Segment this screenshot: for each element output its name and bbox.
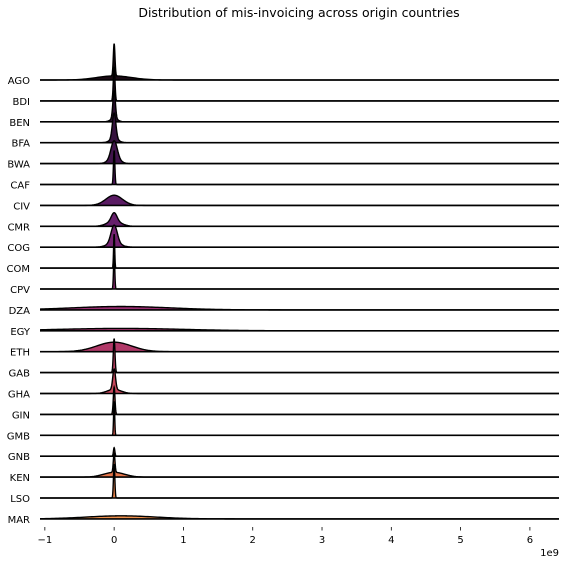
row-label-egy: EGY [10,327,31,338]
row-label-gmb: GMB [7,431,30,442]
ridge-eth: ETH [10,341,559,359]
ridge-cog: COG [7,224,559,254]
ridge-outline-ben [40,89,559,123]
row-label-lso: LSO [10,494,30,505]
row-label-caf: CAF [10,181,30,192]
row-label-gin: GIN [12,410,30,421]
ridge-outline-bfa [40,112,559,144]
ridge-area-lso [40,464,559,498]
ridge-cpv: CPV [10,254,559,296]
ridge-area-ago [40,43,559,80]
ridge-area-bdi [40,66,559,101]
row-label-ken: KEN [10,473,30,484]
x-tick-label: −1 [37,535,52,546]
ridge-area-gnb [40,447,559,457]
x-axis-scale-label: 1e9 [540,548,559,559]
row-label-ago: AGO [8,76,30,87]
ridge-area-ken [40,453,559,478]
ridge-ben: BEN [9,89,559,129]
row-label-com: COM [7,264,30,275]
row-label-gab: GAB [9,369,31,380]
x-tick-label: 2 [250,535,256,546]
row-label-eth: ETH [10,348,30,359]
row-label-ben: BEN [9,118,30,129]
row-label-bfa: BFA [11,139,30,150]
ridge-area-gmb [40,401,559,436]
ridge-area-ben [40,91,559,122]
row-label-mar: MAR [8,515,30,526]
ridge-area-eth [40,342,559,352]
ridge-lso: LSO [10,463,559,505]
ridges-group: AGO BDI BEN BFA BWA CAF CIV CMR COG COM CPV DZA EGY E… [7,43,559,526]
ridge-gin: GIN [12,384,559,421]
row-label-cog: COG [7,243,30,254]
ridge-bdi: BDI [12,66,559,108]
row-label-cmr: CMR [7,222,30,233]
ridge-outline-ago [40,43,559,81]
ridge-gmb: GMB [7,401,559,442]
ridge-egy: EGY [10,327,559,338]
ridge-outline-lso [40,463,559,499]
ridge-bfa: BFA [11,112,559,150]
ridge-dza: DZA [9,305,559,317]
row-label-gha: GHA [8,390,30,401]
ridge-area-dza [40,306,559,310]
ridge-outline-gmb [40,401,559,436]
ridge-outline-gnb [40,446,559,457]
ridge-mar: MAR [8,515,559,526]
ridge-cmr: CMR [7,211,559,233]
row-label-gnb: GNB [8,452,30,463]
ridge-caf: CAF [10,150,559,192]
row-label-cpv: CPV [10,285,30,296]
x-tick-label: 5 [457,535,463,546]
x-tick-label: 4 [388,535,394,546]
ridge-civ: CIV [13,194,559,212]
ridge-gab: GAB [9,338,559,380]
ridge-com: COM [7,234,559,275]
ridge-outline-bdi [40,66,559,102]
ridge-gnb: GNB [8,446,559,463]
ridge-gha: GHA [8,368,559,401]
chart-title: Distribution of mis-invoicing across ori… [138,5,459,20]
ridge-bwa: BWA [7,140,559,171]
ridge-area-cpv [40,255,559,289]
ridge-ago: AGO [8,43,559,87]
x-tick-label: 3 [319,535,325,546]
x-tick-label: 6 [527,535,533,546]
row-label-bdi: BDI [12,97,30,108]
row-label-civ: CIV [13,201,30,212]
x-tick-label: 1 [180,535,186,546]
row-label-bwa: BWA [7,160,30,171]
x-axis: −1 0 1 2 3 4 5 6 [37,527,533,546]
row-label-dza: DZA [9,306,31,317]
ridge-ken: KEN [10,451,559,484]
ridge-outline-cpv [40,254,559,290]
x-tick-label: 0 [111,535,117,546]
